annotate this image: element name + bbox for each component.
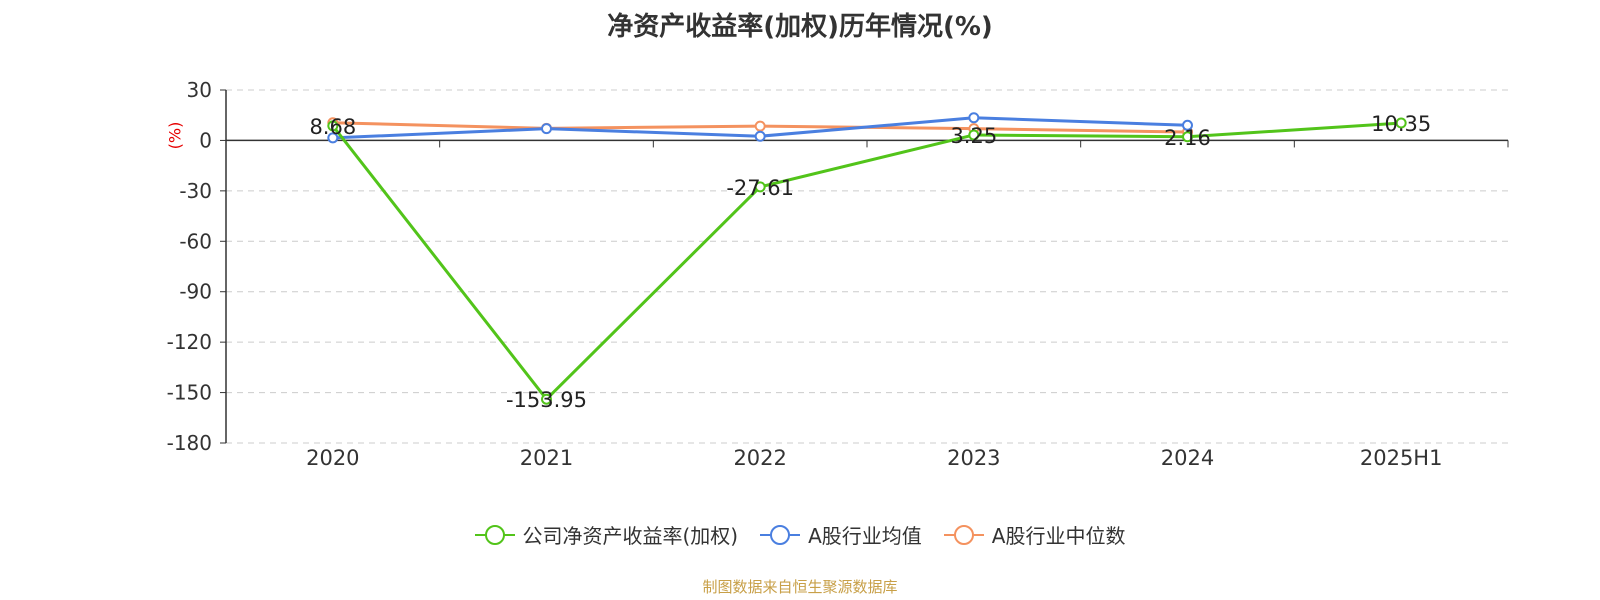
y-tick-label: -30 (179, 179, 212, 203)
chart-title: 净资产收益率(加权)历年情况(%) (607, 12, 993, 42)
legend-item[interactable]: 公司净资产收益率(加权) (474, 520, 739, 549)
legend-line-circle-icon (760, 524, 801, 545)
legend-label: A股行业均值 (808, 524, 922, 548)
data-point (754, 120, 766, 132)
legend-line-circle-icon (943, 524, 984, 545)
data-label: 10.35 (1371, 112, 1431, 136)
y-tick-label: -60 (179, 229, 212, 253)
x-tick-label: 2025H1 (1360, 446, 1443, 470)
data-label: 2.16 (1164, 126, 1211, 150)
y-tick-label: -180 (167, 431, 212, 455)
data-label: 8.68 (309, 115, 356, 139)
x-tick-label: 2024 (1161, 446, 1214, 470)
y-tick-label: -90 (179, 280, 212, 304)
data-point (327, 132, 339, 144)
data-label: 3.25 (950, 124, 997, 148)
data-point (541, 393, 552, 405)
data-point (754, 181, 766, 193)
legend-label: A股行业中位数 (991, 524, 1126, 548)
data-label: -153.95 (506, 388, 587, 412)
y-tick-label: 30 (187, 78, 212, 102)
x-tick-label: 2023 (947, 446, 1000, 470)
y-tick-label: 0 (199, 128, 212, 152)
legend-label: 公司净资产收益率(加权) (522, 524, 739, 548)
y-tick-label: -120 (167, 330, 212, 354)
y-tick-label: -150 (167, 381, 212, 405)
x-tick-label: 2021 (520, 446, 573, 470)
data-source-note: 制图数据来自恒生聚源数据库 (702, 578, 898, 596)
legend-item[interactable]: A股行业中位数 (943, 520, 1126, 549)
chart-legend: 公司净资产收益率(加权) A股行业均值 A股行业中位数 (0, 520, 1600, 549)
data-point (968, 129, 980, 141)
data-point (968, 112, 980, 124)
x-tick-label: 2022 (733, 446, 786, 470)
data-point (754, 130, 766, 142)
x-tick-label: 2020 (306, 446, 359, 470)
legend-line-circle-icon (474, 524, 515, 545)
legend-item[interactable]: A股行业均值 (760, 520, 922, 549)
data-point (1182, 131, 1193, 143)
data-label: -27.61 (726, 176, 794, 200)
data-point (541, 123, 552, 135)
series-line (331, 121, 1402, 401)
data-point (1182, 119, 1193, 131)
data-point (1395, 117, 1407, 129)
data-point (327, 120, 339, 132)
line-chart: 30 0 -30 -60 -90 -120 -150 -180 2020 2021 2022 2023… (167, 78, 1509, 470)
